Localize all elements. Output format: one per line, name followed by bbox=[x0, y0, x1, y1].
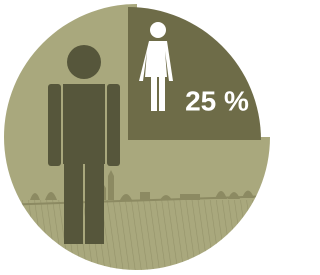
data-label: 25 % bbox=[185, 85, 249, 116]
chart: 25 % bbox=[0, 0, 274, 275]
